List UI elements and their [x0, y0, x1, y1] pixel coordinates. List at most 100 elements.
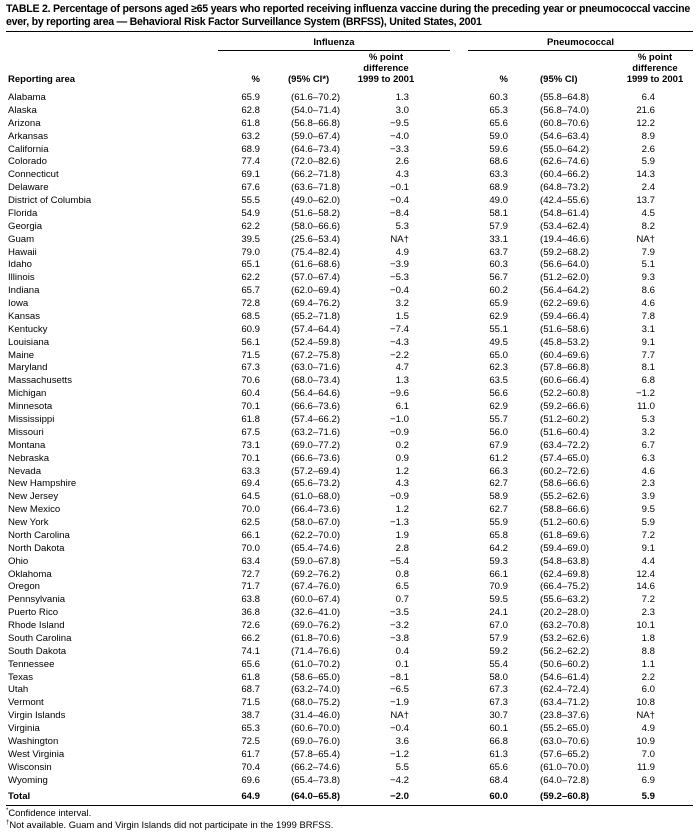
- table-row: New Hampshire 69.4 (65.6–73.2) 4.3 62.7 (58.6…: [0, 477, 699, 490]
- cell-flu-ci: (60.0–67.4): [291, 594, 341, 606]
- cell-pn-pct: 65.0: [489, 349, 508, 361]
- cell-flu-pct: 69.4: [241, 478, 260, 490]
- cell-area-name: Mississippi: [8, 414, 55, 425]
- cell-pn-diff: 7.9: [641, 246, 655, 258]
- cell-flu-diff: 1.3: [395, 375, 409, 387]
- cell-area-name: New York: [8, 517, 49, 529]
- cell-pn-diff: 6.9: [641, 774, 655, 786]
- cell-pn-ci: (51.6–58.6): [540, 323, 590, 335]
- cell-pn-diff: 7.8: [641, 310, 655, 322]
- cell-area-name: Virginia: [8, 723, 40, 735]
- cell-area-name: Missouri: [8, 426, 44, 438]
- cell-flu-ci: (64.6–73.4): [291, 143, 341, 155]
- cell-pn-diff: 6.0: [641, 684, 655, 696]
- cell-pn-pct: 49.0: [489, 195, 508, 207]
- cell-pn-diff: 3.1: [641, 323, 655, 335]
- cell-pn-diff: 9.1: [641, 336, 655, 348]
- cell-pn-pct: 67.9: [489, 439, 508, 451]
- cell-pn-ci: (53.2–62.6): [540, 632, 590, 644]
- cell-flu-ci: (61.8–70.6): [291, 632, 341, 644]
- cell-flu-pct: 60.9: [241, 323, 260, 335]
- cell-flu-diff: 0.4: [395, 645, 409, 657]
- header-flu-diff-line3: 1999 to 2001: [357, 74, 415, 85]
- cell-flu-pct: 65.9: [241, 92, 260, 103]
- table-row: Arizona 61.8 (56.8–66.8) −9.5 65.6 (60.8–70.6…: [0, 117, 699, 130]
- cell-flu-ci: (58.0–66.6): [291, 220, 341, 232]
- cell-flu-diff: −0.9: [390, 491, 409, 503]
- cell-pn-ci: (63.4–72.2): [540, 439, 590, 451]
- cell-flu-diff: 5.3: [395, 220, 409, 232]
- cell-flu-diff: −0.4: [390, 723, 409, 735]
- cell-pn-ci: (54.8–61.4): [540, 207, 590, 219]
- footnote-star-mark: *: [6, 808, 9, 814]
- cell-pn-ci: (51.6–60.4): [540, 426, 590, 438]
- table-row: West Virginia 61.7 (57.8–65.4) −1.2 61.3 (57.…: [0, 748, 699, 761]
- table-row: Delaware 67.6 (63.6–71.8) −0.1 68.9 (64.8–73.…: [0, 181, 699, 194]
- table-row: Vermont 71.5 (68.0–75.2) −1.9 67.3 (63.4–71.2…: [0, 696, 699, 709]
- cell-flu-pct: 62.2: [241, 220, 260, 232]
- cell-pn-pct: 67.3: [489, 697, 508, 709]
- cell-area-name: Texas: [8, 671, 34, 683]
- table-row: South Dakota 74.1 (71.4–76.6) 0.4 59.2 (56.2–…: [0, 645, 699, 658]
- cell-pn-pct: 62.7: [489, 504, 508, 516]
- cell-area-name: Michigan: [8, 388, 47, 400]
- cell-flu-ci: (62.0–69.4): [291, 285, 341, 297]
- cell-pn-ci: (62.4–72.4): [540, 684, 590, 696]
- cell-pn-diff: 7.7: [641, 349, 655, 361]
- cell-pn-pct: 60.0: [489, 791, 508, 802]
- cell-pn-diff: 2.2: [641, 671, 655, 683]
- cell-pn-diff: 5.1: [641, 259, 655, 271]
- cell-flu-ci: (54.0–71.4): [291, 104, 341, 116]
- table-row: Washington 72.5 (69.0–76.0) 3.6 66.8 (63.0–70…: [0, 735, 699, 748]
- cell-flu-pct: 61.8: [241, 414, 260, 425]
- cell-area-name: Kentucky: [8, 323, 48, 335]
- cell-pn-diff: 10.8: [636, 697, 655, 709]
- table-row: Hawaii 79.0 (75.4–82.4) 4.9 63.7 (59.2–68.2) 7…: [0, 246, 699, 259]
- table-row: Nebraska 70.1 (66.6–73.6) 0.9 61.2 (57.4–65.0…: [0, 452, 699, 465]
- cell-pn-diff: 6.3: [641, 452, 655, 464]
- table-row: Florida 54.9 (51.6–58.2) −8.4 58.1 (54.8–61.4…: [0, 207, 699, 220]
- cell-flu-ci: (51.6–58.2): [291, 207, 341, 219]
- cell-pn-ci: (57.4–65.0): [540, 452, 590, 464]
- cell-area-name: North Dakota: [8, 542, 65, 554]
- cell-flu-pct: 72.8: [241, 298, 260, 310]
- cell-pn-diff: 7.2: [641, 529, 655, 541]
- cell-flu-diff: 2.6: [395, 156, 409, 168]
- cell-pn-pct: 59.5: [489, 594, 508, 606]
- cell-pn-ci: (52.2–60.8): [540, 388, 590, 400]
- cell-flu-ci: (61.0–68.0): [291, 491, 341, 503]
- header-reporting-area: Reporting area: [8, 74, 76, 85]
- cell-flu-pct: 71.7: [241, 581, 260, 593]
- cell-flu-diff: 4.9: [395, 246, 409, 258]
- cell-area-name: Maryland: [8, 362, 48, 374]
- cell-pn-pct: 64.2: [489, 542, 508, 554]
- header-pn-diff-line3: 1999 to 2001: [626, 74, 684, 85]
- cell-pn-diff: 14.6: [636, 581, 655, 593]
- table-row: North Carolina 66.1 (62.2–70.0) 1.9 65.8 (61.…: [0, 529, 699, 542]
- cell-flu-ci: (59.0–67.8): [291, 555, 341, 567]
- cell-flu-pct: 62.2: [241, 272, 260, 284]
- cell-flu-pct: 60.4: [241, 388, 260, 400]
- cell-flu-diff: −9.5: [390, 117, 409, 129]
- cell-flu-pct: 62.8: [241, 104, 260, 116]
- cell-area-name: Arkansas: [8, 130, 48, 142]
- cell-flu-ci: (57.4–64.4): [291, 323, 341, 335]
- cell-flu-ci: (61.0–70.2): [291, 658, 341, 670]
- cell-flu-diff: 1.5: [395, 310, 409, 322]
- table-row: Minnesota 70.1 (66.6–73.6) 6.1 62.9 (59.2–66.…: [0, 400, 699, 413]
- cell-area-name: Delaware: [8, 182, 49, 194]
- cell-flu-ci: (66.6–73.6): [291, 452, 341, 464]
- cell-flu-diff: −5.4: [390, 555, 409, 567]
- cell-flu-ci: (25.6–53.4): [291, 233, 341, 245]
- cell-pn-ci: (54.6–63.4): [540, 130, 590, 142]
- cell-area-name: Indiana: [8, 285, 40, 297]
- cell-pn-diff: −1.2: [636, 388, 655, 400]
- cell-area-name: California: [8, 143, 49, 155]
- cell-area-name: Idaho: [8, 259, 33, 271]
- cell-flu-pct: 63.8: [241, 594, 260, 606]
- table-row: Tennessee 65.6 (61.0–70.2) 0.1 55.4 (50.6–60.…: [0, 658, 699, 671]
- table-row: Kentucky 60.9 (57.4–64.4) −7.4 55.1 (51.6–58.…: [0, 323, 699, 336]
- cell-flu-diff: −4.2: [390, 774, 409, 786]
- cell-flu-diff: 2.8: [395, 542, 409, 554]
- cell-pn-pct: 68.6: [489, 156, 508, 168]
